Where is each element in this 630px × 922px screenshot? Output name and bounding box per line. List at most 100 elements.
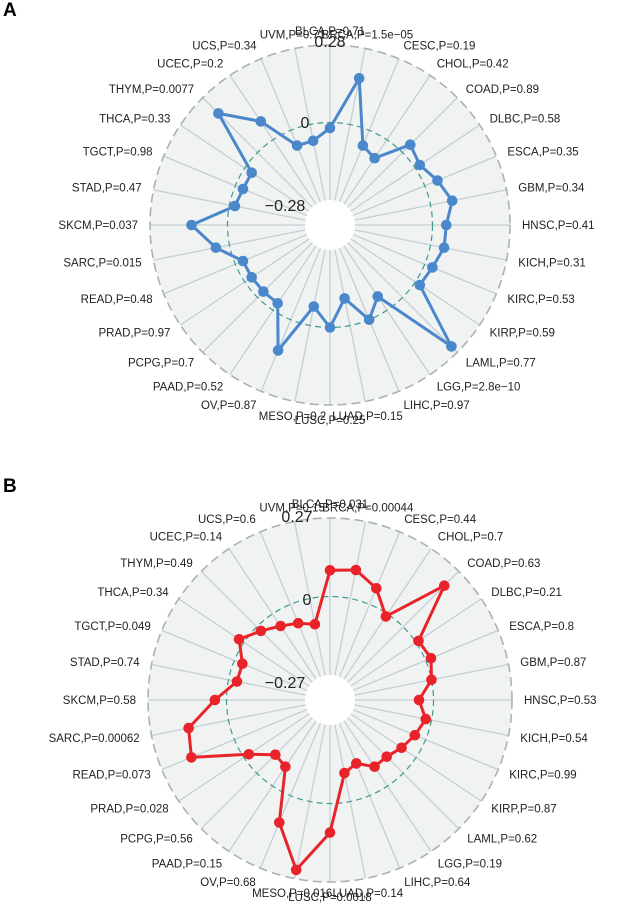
category-label-prad: PRAD,P=0.028 [90,804,168,816]
data-point-pcpg [258,286,269,297]
radial-tick-label: 0 [303,592,312,609]
radar-panel-a: A 0.28 0 −0.28 BLCA,P=0.71BRCA,P=1.5e−05CES… [3,0,595,427]
category-label-blca: BLCA,P=0.71 [295,26,365,38]
category-label-meso: MESO,P=0.016 [252,888,332,900]
data-point-meso [290,864,302,876]
data-point-chol [369,152,380,164]
data-point-kich [420,713,432,725]
category-label-lusc: LUSC,P=0.0018 [288,892,371,904]
data-point-lgg [372,291,384,302]
category-label-lgg: LGG,P=2.8e−10 [437,382,521,394]
radial-tick-label: 0.27 [281,509,312,526]
category-label-kirp: KIRP,P=0.87 [491,804,556,816]
outer-ring [147,517,513,883]
category-label-lusc: LUSC,P=0.25 [295,415,366,427]
data-point-ucec [275,620,286,632]
category-label-chol: CHOL,P=0.42 [437,58,509,70]
data-point-ucs [291,140,303,151]
category-label-coad: COAD,P=0.89 [466,84,539,96]
data-point-ov [272,345,284,356]
category-label-thca: THCA,P=0.34 [97,587,169,599]
data-point-skcm [186,219,197,231]
data-point-blca [324,565,336,576]
data-point-tgct [237,658,248,669]
data-point-esca [432,175,443,186]
data-point-cesc [371,583,382,594]
data-point-stad [229,200,241,212]
category-label-thym: THYM,P=0.49 [120,558,193,570]
data-point-lihc [351,758,362,769]
data-point-lihc [363,314,375,326]
spoke-line [334,521,367,676]
category-label-tgct: TGCT,P=0.98 [83,147,153,159]
category-label-pcpg: PCPG,P=0.56 [120,834,193,846]
category-label-coad: COAD,P=0.63 [467,558,540,570]
data-point-laml [446,341,457,352]
data-point-sarc [183,722,194,734]
category-label-dlbc: DLBC,P=0.21 [491,587,562,599]
data-point-coad [439,580,450,591]
radial-tick-label: 0 [301,115,310,132]
category-label-kirp: KIRP,P=0.59 [490,328,555,340]
category-label-laml: LAML,P=0.62 [467,834,537,846]
data-point-uvm [309,618,321,630]
category-label-uvm: UVM,P=0.15 [259,503,325,515]
category-label-ov: OV,P=0.87 [201,400,257,412]
category-label-blca: BLCA,P=0.031 [292,499,368,511]
data-point-cesc [357,140,369,151]
category-label-uvm: UVM,P=0.71 [260,30,326,42]
data-point-coad [405,139,416,150]
category-label-paad: PAAD,P=0.15 [152,858,222,870]
category-label-ucs: UCS,P=0.34 [192,41,257,53]
category-label-esca: ESCA,P=0.35 [507,147,578,159]
spoke-line [293,521,326,676]
category-label-read: READ,P=0.48 [81,294,153,306]
category-label-luad: LUAD,P=0.15 [332,411,403,423]
category-label-lihc: LIHC,P=0.64 [404,877,471,889]
category-label-read: READ,P=0.073 [72,770,150,782]
category-label-dlbc: DLBC,P=0.58 [490,113,561,125]
spoke-line [347,570,460,683]
data-point-gbm [426,674,437,686]
panel-label-a: A [3,0,17,21]
category-label-paad: PAAD,P=0.52 [153,382,223,394]
panel-label-b: B [3,476,17,497]
category-label-stad: STAD,P=0.74 [70,657,140,669]
category-label-stad: STAD,P=0.47 [72,183,142,195]
data-point-kirc [409,729,421,741]
radar-center [305,200,355,250]
category-label-laml: LAML,P=0.77 [466,357,536,369]
zero-ring [225,595,435,805]
data-point-esca [425,652,437,664]
category-label-skcm: SKCM,P=0.037 [58,220,138,232]
data-point-paad [272,298,284,309]
data-point-chol [380,611,392,622]
category-label-gbm: GBM,P=0.34 [518,183,585,195]
category-label-ucs: UCS,P=0.6 [198,514,256,526]
category-label-sarc: SARC,P=0.00062 [49,733,140,745]
data-point-dlbc [413,635,424,647]
data-point-ucs [292,617,304,629]
category-label-tgct: TGCT,P=0.049 [74,621,150,633]
category-label-esca: ESCA,P=0.8 [509,621,574,633]
data-point-uvm [307,135,319,147]
data-point-read [237,255,249,267]
spoke-line [228,548,317,680]
radar-center [305,675,355,725]
data-point-ov [274,817,285,828]
category-label-brca: BRCA,P=0.00044 [322,503,414,515]
data-point-kirc [427,262,438,273]
data-point-kirp [414,279,426,291]
data-point-lusc [324,827,336,838]
category-label-ucec: UCEC,P=0.2 [157,58,223,70]
category-label-cesc: CESC,P=0.19 [404,41,476,53]
category-label-ucec: UCEC,P=0.14 [150,532,223,544]
data-point-thca [246,167,257,178]
data-point-gbm [446,195,458,206]
radial-tick-label: 0.28 [314,34,345,51]
data-point-kirp [396,742,407,754]
category-label-kirc: KIRC,P=0.53 [507,294,574,306]
data-point-luad [339,293,350,304]
category-label-kich: KICH,P=0.31 [518,258,585,270]
